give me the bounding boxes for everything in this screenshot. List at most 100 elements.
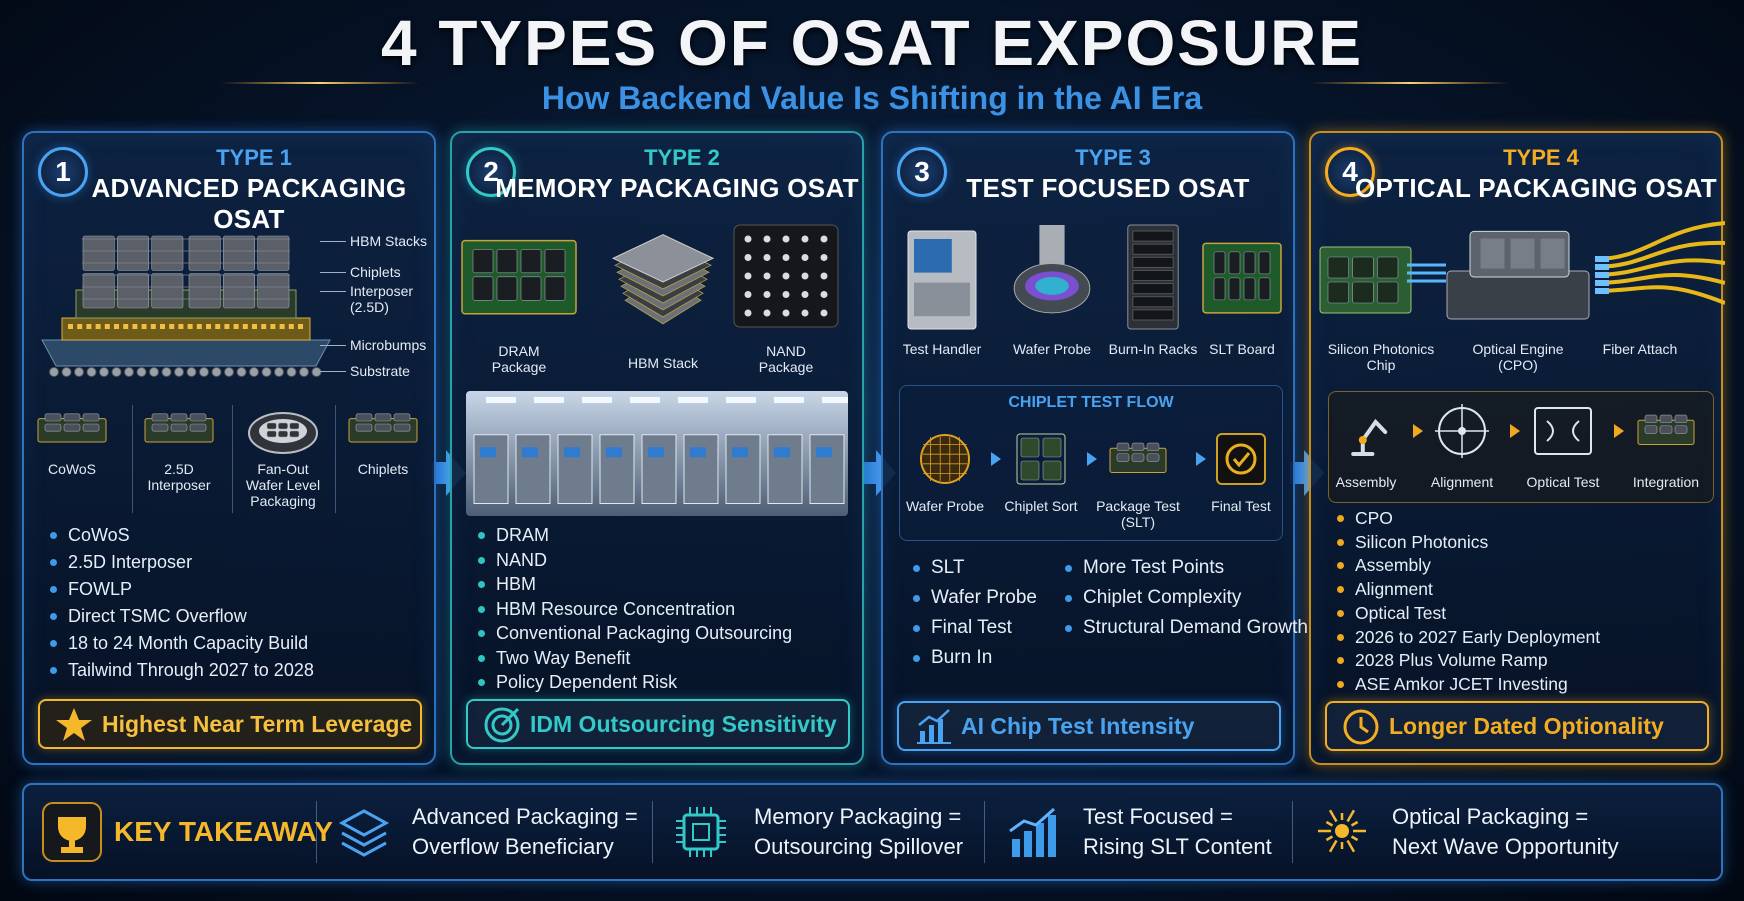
shape [1350,835,1359,842]
shape [1446,230,1590,320]
shape [77,324,83,329]
takeaway-line: Rising SLT Content [1083,834,1272,859]
illustration [482,705,522,745]
shape [1594,285,1726,305]
shape [86,324,92,329]
illustration [1316,805,1370,859]
shape [809,434,845,504]
badge-text: Longer Dated Optionality [1389,713,1664,739]
illustration [1334,404,1398,458]
shape [1595,264,1609,270]
shape [1132,283,1174,295]
shape [355,423,373,432]
shape [500,707,520,727]
shape [820,309,828,317]
shape [544,276,566,301]
label: Integration [1632,474,1700,490]
shape [1350,820,1359,827]
shape [1594,240,1726,269]
shape [914,239,952,273]
bullet-text: Structural Demand Growth [1083,617,1308,638]
shape [1132,309,1174,321]
shape [1595,280,1609,286]
takeaway-label: KEY TAKEAWAY [114,816,333,847]
bullet-text: 2026 to 2027 Early Deployment [1355,626,1601,647]
panel-number: 2 [466,147,516,197]
shape [1594,221,1726,261]
bullet-dot [1337,586,1344,594]
badge: Highest Near Term Leverage [38,699,422,749]
bullet: Structural Demand Growth [1065,616,1308,640]
bullet: FOWLP [50,577,132,601]
shape [1009,807,1056,857]
shape [1327,281,1349,304]
shape [782,291,790,298]
bullet: HBM [478,572,536,596]
shape [187,324,193,329]
bullet: Assembly [1337,553,1431,577]
leader-line [320,291,346,292]
shape [917,709,951,744]
shape [242,324,248,329]
shape [41,339,331,367]
shape [188,273,221,309]
illustration [1634,404,1698,458]
panel-number: 4 [1325,147,1375,197]
shape [1132,230,1174,242]
illustration [1010,221,1094,333]
shape [1351,418,1388,456]
label: CoWoS [48,461,96,477]
shape [338,809,390,857]
shape [279,324,285,329]
shape [1243,251,1256,275]
bullet-dot [478,556,485,564]
illustration [34,403,110,455]
shape [68,324,73,329]
shape [1035,277,1069,295]
bullet-dot [1065,565,1072,572]
separator [1292,801,1293,863]
shape [1020,437,1040,458]
shape [1116,453,1130,462]
shape [1127,224,1179,330]
bullet-dot [1337,538,1344,546]
shape [248,412,318,454]
illustration [41,801,103,863]
panel-number: 3 [897,147,947,197]
shape [611,234,715,325]
panel-arrows [432,450,1324,496]
shape [61,367,72,377]
shape [374,423,392,432]
bullet-dot [50,586,57,593]
bullet-text: NAND [496,549,548,570]
badge-text: Highest Near Term Leverage [102,711,413,737]
panel-type: TYPE 4 [1503,145,1579,170]
bullet-dot [478,630,485,637]
shape [676,807,726,857]
shape [1595,256,1609,262]
illustration [900,221,984,333]
illustration [54,705,94,745]
flow-arrow [1614,424,1624,438]
shape [111,367,122,377]
takeaway-line: Advanced Packaging = [412,804,638,829]
bullet-text: Policy Dependent Risk [496,672,678,692]
shape [82,423,100,432]
shape [99,367,109,377]
shape [298,324,303,329]
shape [920,731,925,743]
arrow [862,450,896,496]
shape [393,423,411,432]
bullet-text: Tailwind Through 2027 to 2028 [68,660,314,680]
shape [86,367,97,377]
bullet: HBM Resource Concentration [478,597,735,621]
shape [56,708,92,741]
shape [557,434,593,504]
bullet: NAND [478,548,548,572]
label: Package Test (SLT) [1096,498,1180,530]
illustration [36,225,336,380]
shape [1009,807,1055,833]
separator [316,801,317,863]
shape [1377,256,1399,279]
shape [611,234,715,283]
